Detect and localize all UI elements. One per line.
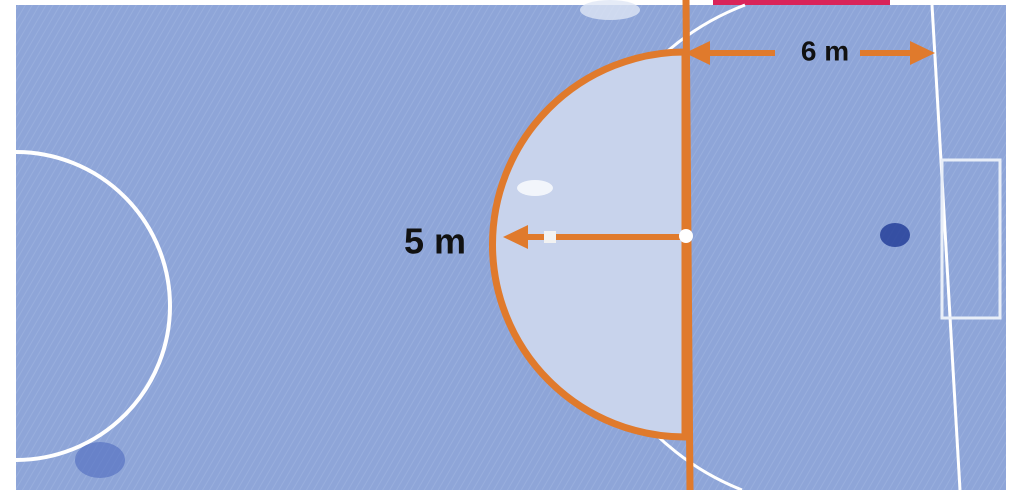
goal-line (930, 4, 962, 491)
center-circle (15, 150, 172, 462)
arrow-head (685, 41, 710, 65)
shadow (75, 442, 125, 478)
arrow-head (503, 225, 528, 249)
center-point (679, 229, 693, 243)
penalty-semicircle (489, 48, 689, 441)
top-tab (713, 0, 890, 5)
players (580, 0, 640, 20)
marker (544, 231, 556, 243)
arrow-head (910, 41, 935, 65)
player (517, 180, 553, 196)
player (880, 223, 910, 247)
label-5m: 5 m (404, 221, 466, 262)
goal (940, 158, 1002, 320)
vertical-line (682, 0, 694, 491)
label-6m: 6 m (801, 35, 849, 66)
